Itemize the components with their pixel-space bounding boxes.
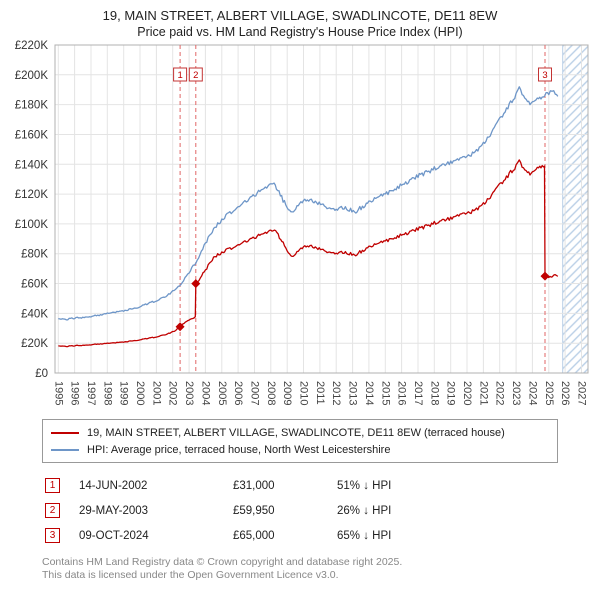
svg-text:£40K: £40K	[21, 308, 48, 320]
svg-text:2009: 2009	[281, 381, 293, 405]
svg-text:£80K: £80K	[21, 249, 48, 261]
transaction-2-price: £59,950	[233, 504, 275, 517]
svg-text:2018: 2018	[428, 381, 440, 405]
transaction-3-price: £65,000	[233, 529, 275, 542]
svg-text:2012: 2012	[330, 381, 342, 405]
legend-label-hpi: HPI: Average price, terraced house, Nort…	[87, 443, 391, 456]
svg-text:£160K: £160K	[15, 130, 49, 142]
svg-text:2019: 2019	[445, 381, 457, 405]
legend-swatch-hpi-line	[51, 448, 79, 451]
svg-text:2003: 2003	[183, 381, 195, 405]
svg-text:£20K: £20K	[21, 338, 48, 350]
svg-text:2001: 2001	[150, 381, 162, 405]
transaction-2-hpi-delta: 26% ↓ HPI	[337, 504, 392, 517]
transaction-row-2: 2 29-MAY-2003 £59,950 26% ↓ HPI	[45, 498, 600, 523]
page-subtitle: Price paid vs. HM Land Registry's House …	[137, 25, 463, 39]
svg-text:£120K: £120K	[15, 189, 49, 201]
svg-text:2002: 2002	[167, 381, 179, 405]
transaction-3-badge: 3	[45, 528, 60, 543]
svg-text:1998: 1998	[101, 381, 113, 405]
transaction-1-date: 14-JUN-2002	[79, 479, 148, 492]
svg-text:1996: 1996	[69, 381, 81, 405]
svg-text:2007: 2007	[249, 381, 261, 405]
svg-text:£100K: £100K	[15, 219, 49, 231]
transaction-row-3: 3 09-OCT-2024 £65,000 65% ↓ HPI	[45, 523, 600, 548]
svg-text:1: 1	[177, 70, 182, 81]
transaction-1-price: £31,000	[233, 479, 275, 492]
svg-text:£220K: £220K	[15, 40, 49, 52]
transaction-3-date: 09-OCT-2024	[79, 529, 149, 542]
svg-text:2026: 2026	[559, 381, 571, 405]
svg-text:£200K: £200K	[15, 70, 49, 82]
page-title: 19, MAIN STREET, ALBERT VILLAGE, SWADLIN…	[102, 8, 498, 23]
svg-text:2: 2	[193, 70, 198, 81]
transaction-1-badge: 1	[45, 478, 60, 493]
transaction-3-hpi-delta: 65% ↓ HPI	[337, 529, 392, 542]
svg-text:£180K: £180K	[15, 100, 49, 112]
svg-text:2006: 2006	[232, 381, 244, 405]
transaction-2-date: 29-MAY-2003	[79, 504, 149, 517]
svg-text:2025: 2025	[543, 381, 555, 405]
svg-text:2023: 2023	[510, 381, 522, 405]
license-line-1: Contains HM Land Registry data © Crown c…	[42, 556, 403, 568]
svg-text:2011: 2011	[314, 381, 326, 405]
svg-text:1995: 1995	[52, 381, 64, 405]
svg-text:£60K: £60K	[21, 279, 48, 291]
price-vs-hpi-chart: £0 £20K £40K £60K £80K £100K £120K £140K £160K £1…	[15, 40, 589, 405]
license-note: Contains HM Land Registry data © Crown c…	[0, 556, 600, 581]
svg-text:2020: 2020	[461, 381, 473, 405]
svg-text:1997: 1997	[85, 381, 97, 405]
transaction-2-badge: 2	[45, 503, 60, 518]
svg-text:1999: 1999	[118, 381, 130, 405]
svg-text:£0: £0	[35, 368, 48, 380]
svg-text:2015: 2015	[379, 381, 391, 405]
license-line-2: This data is licensed under the Open Gov…	[42, 568, 339, 581]
transaction-1-hpi-delta: 51% ↓ HPI	[337, 479, 392, 492]
transaction-row-1: 1 14-JUN-2002 £31,000 51% ↓ HPI	[45, 473, 600, 498]
svg-text:2017: 2017	[412, 381, 424, 405]
svg-text:2021: 2021	[477, 381, 489, 405]
svg-text:2010: 2010	[298, 381, 310, 405]
legend-item-hpi: HPI: Average price, terraced house, Nort…	[51, 441, 549, 458]
svg-text:3: 3	[542, 70, 547, 81]
chart-legend: 19, MAIN STREET, ALBERT VILLAGE, SWADLIN…	[42, 419, 558, 463]
svg-text:2024: 2024	[526, 381, 538, 405]
legend-swatch-property-line	[51, 431, 79, 434]
legend-label-property: 19, MAIN STREET, ALBERT VILLAGE, SWADLIN…	[87, 426, 505, 439]
svg-text:£140K: £140K	[15, 159, 49, 171]
svg-text:2016: 2016	[396, 381, 408, 405]
svg-text:2013: 2013	[347, 381, 359, 405]
transactions-table: 1 14-JUN-2002 £31,000 51% ↓ HPI 2 29-MAY…	[0, 473, 600, 548]
svg-text:2000: 2000	[134, 381, 146, 405]
svg-text:2005: 2005	[216, 381, 228, 405]
svg-text:2004: 2004	[199, 381, 211, 405]
svg-text:2027: 2027	[576, 381, 588, 405]
svg-text:2022: 2022	[494, 381, 506, 405]
svg-text:2014: 2014	[363, 381, 375, 405]
svg-text:2008: 2008	[265, 381, 277, 405]
legend-item-property: 19, MAIN STREET, ALBERT VILLAGE, SWADLIN…	[51, 424, 549, 441]
